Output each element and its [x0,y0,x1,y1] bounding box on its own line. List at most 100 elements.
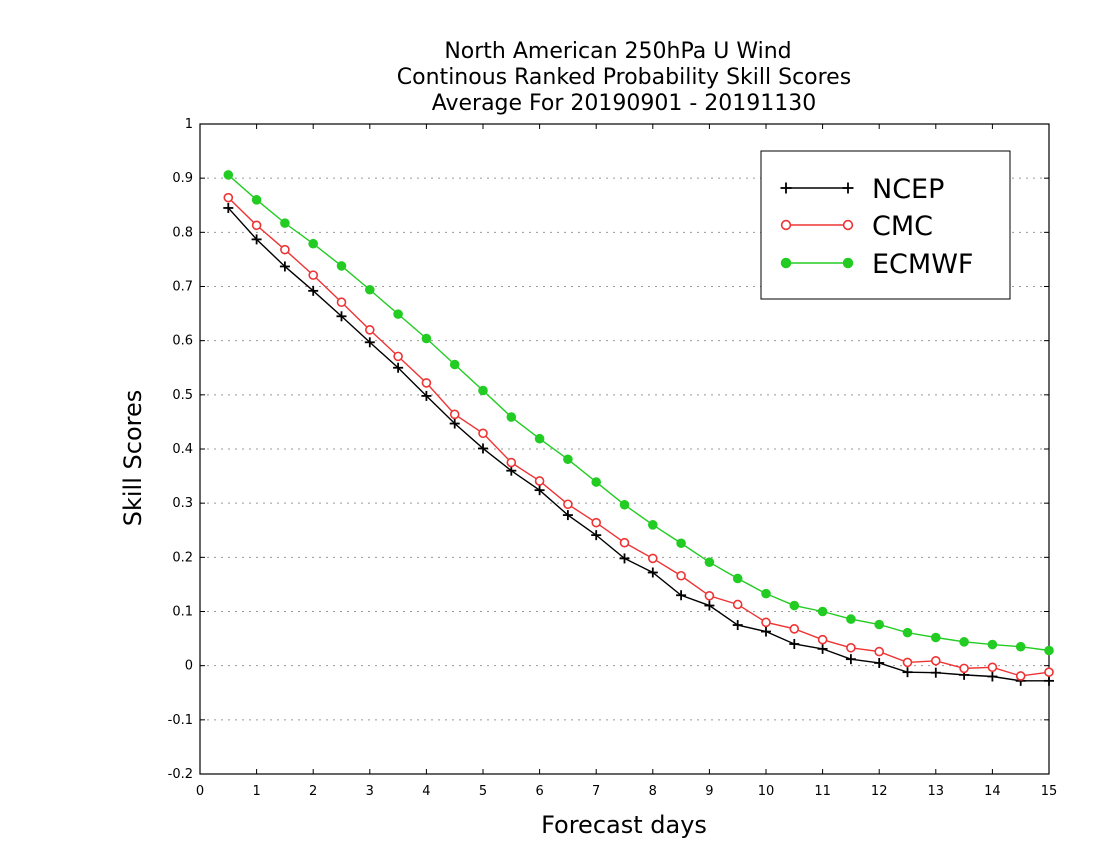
x-tick-label: 1 [252,784,260,799]
data-point [930,667,941,678]
data-point [1015,641,1026,652]
data-point [563,454,573,465]
data-point [591,477,602,487]
data-point [1044,645,1054,656]
title-line-1: North American 250hPa U Wind [444,39,791,64]
data-point [902,667,913,678]
data-point [817,634,828,645]
data-point [478,428,488,439]
data-point [647,567,658,578]
data-point [846,614,856,624]
data-point [365,284,375,295]
y-tick-label: 0.8 [172,225,193,240]
data-point [874,646,885,657]
data-point [704,557,715,568]
data-point [704,590,715,601]
data-point [534,433,545,444]
data-point [336,297,347,308]
x-tick-label: 6 [535,784,543,799]
y-axis-label: Skill Scores [119,390,147,527]
data-point [478,385,488,396]
data-point [393,309,403,319]
data-point [987,671,998,682]
x-tick-label: 2 [309,784,317,799]
legend: NCEP CMC ECMWF [760,150,1011,300]
data-point [563,499,573,510]
y-tick-label: 0.2 [172,550,193,565]
y-tick-label: 0.9 [172,171,193,186]
legend-label: ECMWF [872,249,973,280]
legend-label: CMC [872,211,933,242]
data-point [704,600,715,611]
data-point [478,443,488,454]
data-point [817,643,828,654]
data-point [676,538,686,549]
data-point [449,359,460,370]
title-line-2: Continous Ranked Probability Skill Score… [397,65,851,90]
series-cmc [223,192,1054,681]
data-point [449,418,460,429]
data-point [780,257,792,269]
y-tick-label: 0.1 [172,605,193,620]
data-point [223,192,234,203]
data-point [251,234,262,245]
data-point [959,663,969,674]
data-point [846,642,856,653]
x-tick-label: 4 [422,784,430,799]
data-point [421,378,432,388]
data-point [421,390,432,401]
data-point [761,588,771,599]
y-tick-label: 0.4 [172,442,193,457]
x-tick-label: 11 [814,784,831,799]
data-point [1015,671,1026,681]
data-point [842,219,854,231]
legend-item-cmc: CMC [780,211,933,242]
data-point [931,632,941,643]
y-tick-label: 0 [185,659,193,674]
data-point [647,553,658,564]
data-point [534,485,545,496]
data-point [591,517,602,528]
data-point [987,662,998,673]
data-point [336,311,347,322]
legend-item-ecmwf: ECMWF [780,249,973,280]
data-point [280,218,290,228]
data-point [842,182,854,194]
series-ecmwf [223,170,1054,656]
x-tick-label: 10 [758,784,775,799]
x-tick-label: 5 [479,784,487,799]
y-tick-label: 0.7 [172,280,193,295]
data-point [506,457,517,468]
x-tick-label: 15 [1041,784,1058,799]
data-point [1044,675,1054,686]
data-point [534,476,545,486]
data-point [817,606,828,617]
x-tick-label: 13 [928,784,945,799]
data-point [902,657,913,668]
data-point [648,520,658,530]
data-point [619,537,630,548]
data-point [987,639,998,650]
data-point [761,626,771,637]
plot-frame [199,123,1050,775]
x-tick-label: 9 [705,784,713,799]
x-tick-label: 8 [649,784,657,799]
data-point [591,530,602,541]
y-tick-label: 1 [185,117,193,132]
data-point [223,170,234,180]
x-tick-label: 12 [871,784,888,799]
data-point [732,620,743,631]
legend-item-ncep: NCEP [780,174,944,205]
data-point [959,637,969,647]
data-point [780,182,792,194]
data-point [421,333,432,344]
y-tick-label: 0.3 [172,496,193,511]
data-point [336,261,347,271]
data-point [279,261,290,272]
data-point [1044,667,1054,677]
data-point [732,573,743,584]
y-tick-label: 0.5 [172,388,193,403]
data-point [506,412,517,422]
y-tick-label: -0.2 [168,767,193,782]
